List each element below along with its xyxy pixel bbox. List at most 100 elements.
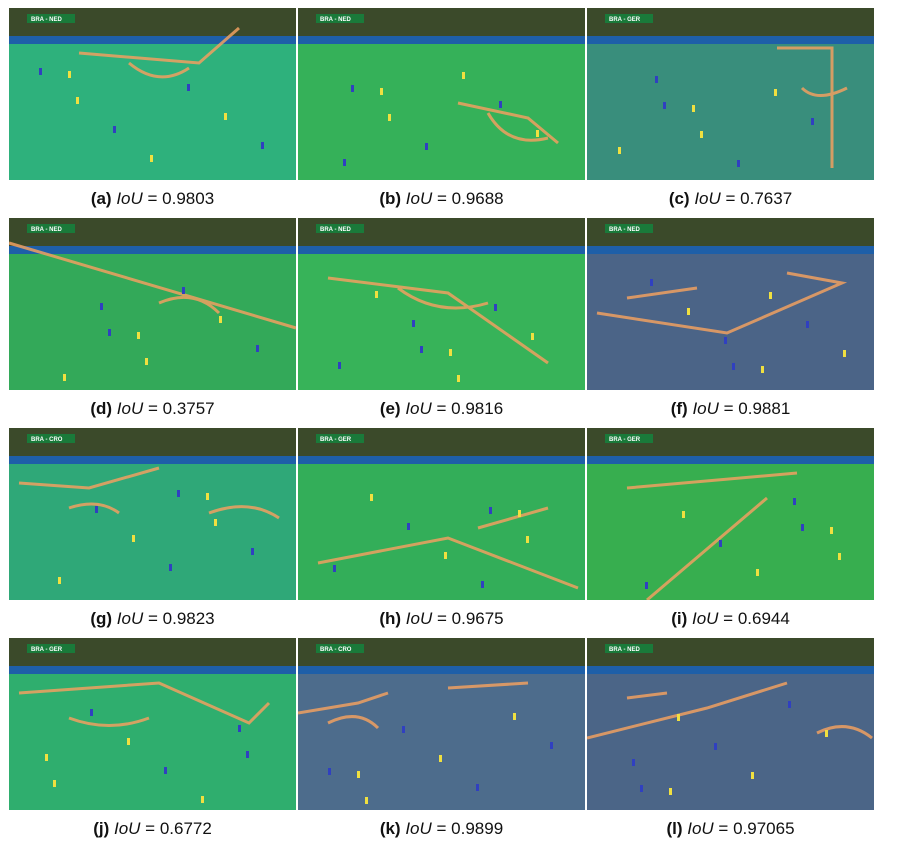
caption-metric: IoU xyxy=(405,399,432,418)
player xyxy=(100,303,103,310)
player xyxy=(494,304,497,311)
player xyxy=(632,759,635,766)
player xyxy=(774,89,777,96)
ad-banner xyxy=(587,666,874,674)
field-image: BRA - NED xyxy=(298,8,585,180)
player xyxy=(201,796,204,803)
player xyxy=(150,155,153,162)
player xyxy=(449,349,452,356)
figure-cell: BRA - NED (d) IoU = 0.3757 xyxy=(9,218,296,428)
caption-equals: = xyxy=(143,399,163,418)
ad-banner xyxy=(298,666,585,674)
scoreboard-text: BRA - CRO xyxy=(320,647,352,653)
player xyxy=(39,68,42,75)
figure-cell: BRA - CRO (k) IoU = 0.9899 xyxy=(298,638,585,848)
scoreboard-text: BRA - CRO xyxy=(31,437,63,443)
player xyxy=(769,292,772,299)
field-lines xyxy=(78,26,240,79)
caption-metric: IoU xyxy=(113,819,141,838)
caption-label: (f) xyxy=(670,399,688,418)
scoreboard xyxy=(605,644,653,653)
player xyxy=(224,113,227,120)
caption-equals: = xyxy=(718,609,738,628)
figure-row: BRA - GER (j) IoU = 0.6772 BRA - CRO (k) Io… xyxy=(9,638,885,848)
player xyxy=(719,540,722,547)
scoreboard-text: BRA - GER xyxy=(320,437,352,443)
player xyxy=(692,105,695,112)
caption-label: (i) xyxy=(671,609,688,628)
ad-banner xyxy=(298,456,585,464)
player xyxy=(536,130,539,137)
field-image: BRA - NED xyxy=(587,218,874,390)
field-image: BRA - NED xyxy=(587,638,874,810)
segmentation-overlay xyxy=(9,254,296,390)
figure-cell: BRA - GER (j) IoU = 0.6772 xyxy=(9,638,296,848)
player xyxy=(137,332,140,339)
player xyxy=(357,771,360,778)
player xyxy=(407,523,410,530)
scoreboard xyxy=(27,434,75,443)
player xyxy=(132,535,135,542)
player xyxy=(95,506,98,513)
player xyxy=(714,743,717,750)
caption-value: 0.97065 xyxy=(733,819,795,838)
player xyxy=(187,84,190,91)
field-lines xyxy=(18,681,271,727)
field-image: BRA - NED xyxy=(298,218,585,390)
caption-value: 0.9688 xyxy=(451,189,504,208)
field-lines xyxy=(317,506,579,590)
caption-label: (h) xyxy=(379,609,402,628)
field-segmentation-svg: BRA - GER xyxy=(587,8,874,180)
caption-value: 0.9816 xyxy=(451,399,504,418)
player xyxy=(444,552,447,559)
segmentation-overlay xyxy=(587,254,874,390)
player xyxy=(169,564,172,571)
caption-equals: = xyxy=(432,189,452,208)
caption-metric: IoU xyxy=(116,189,143,208)
scoreboard xyxy=(316,644,364,653)
segmentation-overlay xyxy=(587,674,874,810)
ad-banner xyxy=(9,666,296,674)
caption-value: 0.6944 xyxy=(737,609,790,628)
player xyxy=(700,131,703,138)
ad-banner xyxy=(9,246,296,254)
player xyxy=(476,784,479,791)
player xyxy=(843,350,846,357)
caption-metric: IoU xyxy=(691,609,719,628)
caption-metric: IoU xyxy=(694,189,721,208)
figure-cell: BRA - GER (h) IoU = 0.9675 xyxy=(298,428,585,638)
caption-value: 0.3757 xyxy=(162,399,215,418)
player xyxy=(645,582,648,589)
caption-value: 0.7637 xyxy=(740,189,793,208)
player xyxy=(76,97,79,104)
player xyxy=(481,581,484,588)
figure-cell: BRA - NED (e) IoU = 0.9816 xyxy=(298,218,585,428)
player xyxy=(650,279,653,286)
player xyxy=(238,725,241,732)
player xyxy=(462,72,465,79)
scoreboard-text: BRA - NED xyxy=(31,227,62,233)
scoreboard-text: BRA - GER xyxy=(609,437,641,443)
segmentation-overlay xyxy=(298,464,585,600)
scoreboard xyxy=(316,224,364,233)
player xyxy=(246,751,249,758)
player xyxy=(687,308,690,315)
field-segmentation-svg: BRA - GER xyxy=(9,638,296,810)
caption-equals: = xyxy=(431,819,452,838)
player xyxy=(370,494,373,501)
figure-cell: BRA - GER (c) IoU = 0.7637 xyxy=(587,8,874,218)
player xyxy=(351,85,354,92)
caption-value: 0.9881 xyxy=(738,399,791,418)
scoreboard-text: BRA - GER xyxy=(609,17,641,23)
caption-value: 0.9803 xyxy=(162,189,215,208)
field-segmentation-svg: BRA - CRO xyxy=(298,638,585,810)
field-segmentation-svg: BRA - NED xyxy=(298,218,585,390)
caption-equals: = xyxy=(143,609,163,628)
field-lines xyxy=(457,101,559,145)
player xyxy=(68,71,71,78)
caption: (j) IoU = 0.6772 xyxy=(93,810,212,848)
player xyxy=(343,159,346,166)
player xyxy=(45,754,48,761)
caption-label: (k) xyxy=(379,819,401,838)
scoreboard-text: BRA - NED xyxy=(609,227,640,233)
